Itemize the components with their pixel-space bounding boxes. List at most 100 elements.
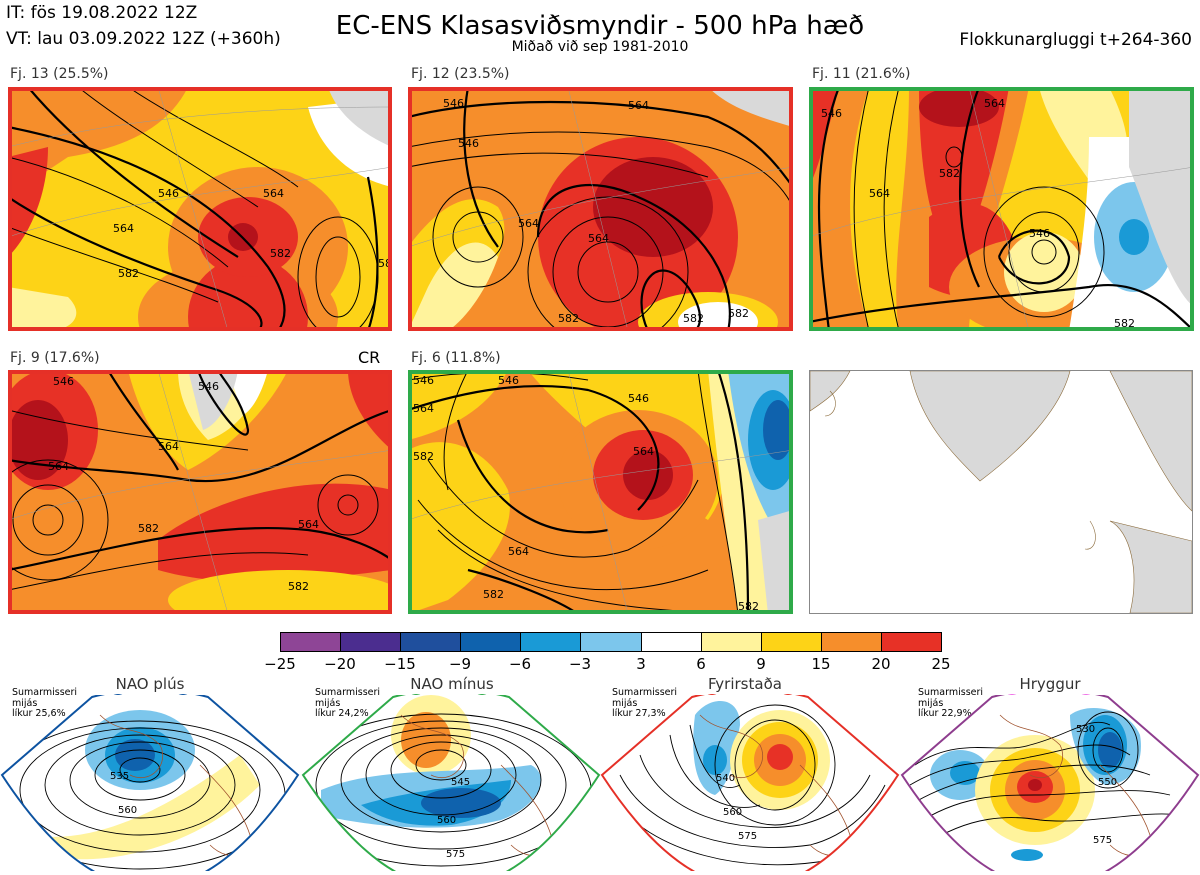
regime-map-nao-minus[interactable]: 545 560 575 xyxy=(301,688,601,875)
svg-text:564: 564 xyxy=(263,187,284,200)
regime-title-nao-minus: NAO mínus xyxy=(410,675,494,693)
cluster-map-12[interactable]: 546 564 564 546 564 582 582 582 xyxy=(408,87,793,331)
colorbar-swatch xyxy=(581,633,642,651)
svg-text:582: 582 xyxy=(738,600,759,613)
cr-marker: CR xyxy=(358,348,381,367)
cluster-label-13: Fj. 13 (25.5%) xyxy=(10,66,109,82)
colorbar-swatch xyxy=(461,633,522,651)
contour-label: 545 xyxy=(451,777,470,788)
colorbar xyxy=(280,632,942,652)
colorbar-tick: −6 xyxy=(508,655,532,673)
svg-text:564: 564 xyxy=(48,460,69,473)
colorbar-tick: −20 xyxy=(324,655,356,673)
cluster-label-6: Fj. 6 (11.8%) xyxy=(411,350,501,366)
regime-title-nao-plus: NAO plús xyxy=(115,675,185,693)
contour-label: 560 xyxy=(118,805,137,816)
svg-text:564: 564 xyxy=(518,217,539,230)
colorbar-tick: −9 xyxy=(448,655,472,673)
svg-text:564: 564 xyxy=(633,445,654,458)
colorbar-tick: 15 xyxy=(811,655,831,673)
cluster-map-6[interactable]: 546 546 564 582 546 564 564 582 582 xyxy=(408,370,793,614)
contour-label: 575 xyxy=(738,831,757,842)
colorbar-tick: 25 xyxy=(931,655,951,673)
cluster-label-11: Fj. 11 (21.6%) xyxy=(812,66,911,82)
contour-label: 550 xyxy=(1098,777,1117,788)
svg-text:564: 564 xyxy=(413,402,434,415)
svg-text:564: 564 xyxy=(298,518,319,531)
svg-text:546: 546 xyxy=(158,187,179,200)
svg-text:582: 582 xyxy=(118,267,139,280)
svg-text:546: 546 xyxy=(443,97,464,110)
cluster-border-12 xyxy=(408,87,793,331)
cluster-border-11 xyxy=(809,87,1194,331)
svg-text:564: 564 xyxy=(158,440,179,453)
colorbar-swatch xyxy=(821,633,882,651)
cluster-label-12: Fj. 12 (23.5%) xyxy=(411,66,510,82)
colorbar-tick: 3 xyxy=(636,655,646,673)
classification-window: Flokkunargluggi t+264-360 xyxy=(959,30,1192,50)
empty-map xyxy=(809,370,1193,614)
svg-text:582: 582 xyxy=(288,580,309,593)
regime-info-nao-plus: Sumarmisseri mijás líkur 25,6% xyxy=(12,687,78,719)
svg-text:546: 546 xyxy=(198,380,219,393)
colorbar-tick: 9 xyxy=(756,655,766,673)
page-subtitle: Miðað við sep 1981-2010 xyxy=(511,39,689,55)
svg-text:546: 546 xyxy=(458,137,479,150)
svg-text:582: 582 xyxy=(1114,317,1135,330)
contour-label: 535 xyxy=(110,771,129,782)
regime-title-blocking: Fyrirstaða xyxy=(708,675,782,693)
svg-text:582: 582 xyxy=(939,167,960,180)
cluster-border-6 xyxy=(408,370,793,614)
svg-text:564: 564 xyxy=(984,97,1005,110)
svg-text:582: 582 xyxy=(483,588,504,601)
colorbar-tick: 6 xyxy=(696,655,706,673)
regime-info-blocking: Sumarmisseri mijás líkur 27,3% xyxy=(612,687,678,719)
colorbar-tick: −3 xyxy=(568,655,592,673)
svg-text:582: 582 xyxy=(138,522,159,535)
svg-text:546: 546 xyxy=(498,374,519,387)
contour-label: 575 xyxy=(1093,835,1112,846)
cluster-map-9[interactable]: 546 564 546 564 582 564 582 xyxy=(8,370,392,614)
svg-text:564: 564 xyxy=(113,222,134,235)
colorbar-swatch xyxy=(701,633,762,651)
svg-text:582: 582 xyxy=(683,312,704,325)
svg-text:564: 564 xyxy=(869,187,890,200)
svg-text:546: 546 xyxy=(628,392,649,405)
contour-label: 540 xyxy=(716,773,735,784)
regime-info-nao-minus: Sumarmisseri mijás líkur 24,2% xyxy=(315,687,381,719)
colorbar-swatch xyxy=(341,633,402,651)
regime-map-ridge[interactable]: 530 550 575 xyxy=(900,688,1200,875)
svg-text:582: 582 xyxy=(413,450,434,463)
contour-label: 575 xyxy=(446,849,465,860)
contour-label: 560 xyxy=(437,815,456,826)
colorbar-swatch xyxy=(401,633,462,651)
regime-map-blocking[interactable]: 540 560 575 xyxy=(600,688,900,875)
colorbar-swatch xyxy=(881,633,942,651)
regime-info-ridge: Sumarmisseri mijás líkur 22,9% xyxy=(918,687,984,719)
svg-text:582: 582 xyxy=(270,247,291,260)
init-time: IT: fös 19.08.2022 12Z xyxy=(6,3,198,23)
svg-text:564: 564 xyxy=(508,545,529,558)
colorbar-swatch xyxy=(761,633,822,651)
colorbar-tick: −15 xyxy=(384,655,416,673)
colorbar-swatch xyxy=(641,633,702,651)
colorbar-swatch xyxy=(281,633,342,651)
valid-time: VT: lau 03.09.2022 12Z (+360h) xyxy=(6,29,281,49)
regime-map-nao-plus[interactable]: 535 560 xyxy=(0,688,300,875)
contour-label: 530 xyxy=(1076,724,1095,735)
colorbar-tick: 20 xyxy=(871,655,891,673)
colorbar-swatch xyxy=(521,633,582,651)
svg-text:546: 546 xyxy=(413,374,434,387)
page-title: EC-ENS Klasasviðsmyndir - 500 hPa hæð xyxy=(335,11,865,41)
cluster-border-13 xyxy=(8,87,392,331)
svg-text:564: 564 xyxy=(628,99,649,112)
svg-text:546: 546 xyxy=(53,375,74,388)
cluster-label-9: Fj. 9 (17.6%) xyxy=(10,350,100,366)
regime-title-ridge: Hryggur xyxy=(1019,675,1081,693)
contour-label: 560 xyxy=(723,807,742,818)
svg-text:564: 564 xyxy=(588,232,609,245)
svg-text:546: 546 xyxy=(1029,227,1050,240)
cluster-border-9 xyxy=(8,370,392,614)
cluster-map-11[interactable]: 546 564 582 564 546 582 xyxy=(809,87,1194,331)
